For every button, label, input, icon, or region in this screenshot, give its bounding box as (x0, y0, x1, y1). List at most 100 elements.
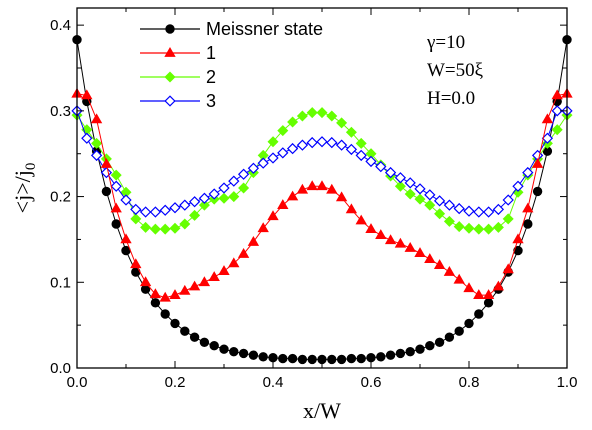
data-point (492, 280, 505, 291)
data-point (512, 233, 524, 244)
data-point (149, 288, 162, 299)
data-point (139, 206, 152, 218)
data-point (189, 209, 201, 221)
data-point (267, 210, 279, 221)
data-point (541, 113, 554, 124)
data-point (326, 136, 338, 149)
data-point (326, 110, 338, 122)
data-point (522, 166, 534, 179)
data-point (296, 110, 308, 122)
data-point (198, 192, 211, 204)
y-tick-label: 0.3 (50, 103, 71, 120)
data-point (199, 337, 210, 347)
data-point (218, 265, 230, 276)
x-tick-label: 0.4 (263, 374, 284, 391)
data-point (90, 149, 103, 162)
legend-label: 3 (206, 91, 216, 111)
data-point (453, 273, 465, 284)
data-point (169, 289, 181, 300)
data-point (365, 155, 377, 168)
data-point (110, 169, 122, 181)
data-point (188, 196, 201, 208)
data-point (238, 182, 250, 194)
data-point (257, 222, 269, 233)
data-point (277, 125, 289, 137)
data-point (512, 180, 524, 192)
data-point (228, 257, 240, 268)
data-point (188, 280, 201, 291)
series-3 (71, 105, 573, 218)
data-point (140, 221, 152, 233)
data-point (425, 341, 435, 351)
data-point (296, 183, 309, 194)
data-point (208, 271, 220, 282)
data-point (541, 132, 554, 144)
y-axis-title-main: <j>/j (10, 170, 35, 213)
data-point (101, 186, 112, 197)
data-point (159, 223, 171, 235)
data-point (306, 136, 318, 149)
data-point (277, 199, 289, 210)
data-point (345, 126, 357, 138)
data-point (296, 139, 309, 151)
data-point (434, 337, 445, 347)
data-point (443, 215, 455, 227)
series-1 (71, 87, 573, 302)
data-point (219, 344, 229, 354)
annotation-field: H=0.0 (427, 88, 475, 109)
data-point (277, 147, 289, 159)
data-point (404, 177, 416, 189)
data-point (453, 202, 465, 215)
legend-item: 3 (140, 91, 216, 111)
legend-item: 2 (140, 67, 216, 87)
data-point (404, 188, 416, 200)
data-point (268, 353, 278, 363)
tick-labels: 0.0 0.2 0.4 0.6 0.8 1.0 0.0 0.1 0.2 0.3 0.4 (50, 17, 577, 391)
data-point (531, 157, 544, 168)
data-point (355, 149, 367, 162)
data-point (238, 348, 249, 359)
data-point (532, 186, 543, 197)
data-point (229, 347, 239, 357)
data-point (366, 353, 376, 363)
data-point (120, 194, 132, 206)
data-point (228, 191, 240, 203)
data-point (237, 247, 250, 258)
data-point (551, 124, 563, 136)
x-tick-label: 0.8 (459, 374, 480, 391)
data-point (247, 235, 260, 246)
y-tick-label: 0.0 (50, 360, 71, 377)
data-point (169, 222, 181, 234)
data-point (414, 247, 426, 258)
data-point (463, 282, 475, 293)
legend-label: 2 (206, 67, 216, 87)
series-line (76, 110, 567, 213)
y-tick-label: 0.2 (50, 189, 71, 206)
x-tick-label: 1.0 (557, 374, 578, 391)
data-point (473, 206, 485, 218)
data-point (502, 194, 514, 206)
data-point (306, 107, 318, 119)
data-point (179, 199, 191, 211)
data-point (91, 137, 103, 149)
data-point (424, 253, 436, 264)
data-point (179, 284, 191, 295)
data-point (394, 180, 406, 192)
data-point (335, 191, 348, 202)
data-point (463, 222, 475, 234)
series-line (76, 93, 568, 299)
data-point (139, 276, 152, 287)
annotations: γ=10 W=50ξ H=0.0 (426, 32, 484, 109)
data-point (130, 213, 142, 225)
data-point (209, 341, 219, 351)
data-point (492, 221, 504, 233)
data-point (286, 190, 299, 201)
data-point (159, 204, 171, 216)
data-point (453, 221, 465, 233)
legend-label: 1 (206, 43, 216, 63)
data-point (375, 160, 387, 173)
data-point (463, 205, 475, 217)
data-point (110, 202, 122, 213)
data-point (307, 354, 317, 365)
data-point (502, 263, 514, 274)
